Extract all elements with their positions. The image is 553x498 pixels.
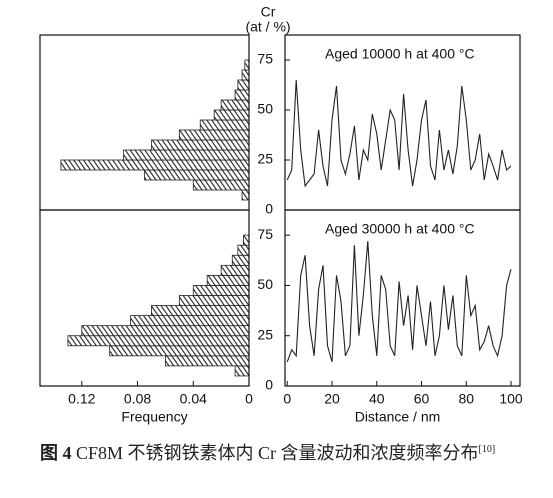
x-tick-label: 100 bbox=[499, 391, 523, 407]
frame bbox=[284, 209, 521, 387]
caption: 图 4 CF8M 不锈钢铁素体内 Cr 含量波动和浓度频率分布[10] bbox=[40, 438, 530, 465]
y-tick-label: 25 bbox=[257, 326, 273, 342]
bar bbox=[81, 325, 250, 337]
bar bbox=[192, 285, 250, 296]
caption-label: 图 4 bbox=[40, 443, 72, 463]
x-tick-label: 40 bbox=[369, 391, 385, 407]
caption-ref: [10] bbox=[478, 444, 496, 455]
bar bbox=[220, 99, 250, 111]
bar bbox=[164, 355, 250, 367]
x-tick-label: 80 bbox=[458, 391, 474, 407]
bar bbox=[237, 244, 250, 256]
y-tick-label: 0 bbox=[265, 201, 273, 217]
bar bbox=[151, 139, 250, 151]
y-tick-label: 75 bbox=[257, 226, 273, 242]
bar bbox=[234, 89, 250, 101]
bar bbox=[178, 295, 250, 306]
x-tick-label: 0.12 bbox=[68, 391, 95, 407]
x-axis-label: Distance / nm bbox=[355, 409, 441, 425]
bar bbox=[220, 264, 250, 276]
bar bbox=[241, 69, 250, 81]
x-tick-label: 20 bbox=[324, 391, 340, 407]
bar bbox=[192, 179, 250, 191]
bar bbox=[178, 129, 250, 141]
bar bbox=[243, 234, 250, 246]
bar bbox=[130, 315, 250, 327]
x-tick-label: 0.08 bbox=[124, 391, 151, 407]
bar bbox=[206, 274, 250, 286]
bar bbox=[244, 59, 250, 71]
x-tick-label: 0.04 bbox=[180, 391, 207, 407]
y-tick-label: 0 bbox=[265, 377, 273, 393]
bar bbox=[67, 335, 250, 347]
panel-title: Aged 30000 h at 400 °C bbox=[325, 221, 475, 237]
panel-title: Aged 10000 h at 400 °C bbox=[325, 46, 475, 62]
y-tick-label: 75 bbox=[257, 51, 273, 67]
bar bbox=[123, 149, 250, 161]
y-tick-label: 50 bbox=[257, 101, 273, 117]
y-axis-label: Cr bbox=[261, 4, 276, 20]
bar bbox=[199, 119, 250, 131]
x-tick-label: 60 bbox=[414, 391, 430, 407]
y-tick-label: 50 bbox=[257, 276, 273, 292]
y-axis-unit: (at / %) bbox=[245, 19, 290, 35]
figure: 0 25 50 75 Aged 10000 h at 400 °C Cr(at / %) 0… bbox=[39, 4, 523, 425]
bar bbox=[241, 189, 250, 201]
bar bbox=[109, 345, 250, 357]
x-tick-label: 0 bbox=[283, 391, 291, 407]
series-line bbox=[286, 79, 512, 188]
x-tick-label: 0 bbox=[245, 391, 253, 407]
y-tick-label: 25 bbox=[257, 151, 273, 167]
x-axis-label: Frequency bbox=[121, 409, 187, 425]
bar bbox=[231, 254, 250, 266]
series-line bbox=[286, 241, 512, 363]
bar bbox=[234, 365, 250, 377]
bar bbox=[60, 159, 250, 171]
bar bbox=[237, 79, 250, 91]
bar bbox=[151, 305, 250, 316]
caption-text: CF8M 不锈钢铁素体内 Cr 含量波动和浓度频率分布 bbox=[76, 443, 479, 463]
bar bbox=[213, 109, 250, 121]
frame bbox=[39, 209, 250, 387]
bar bbox=[144, 169, 250, 181]
